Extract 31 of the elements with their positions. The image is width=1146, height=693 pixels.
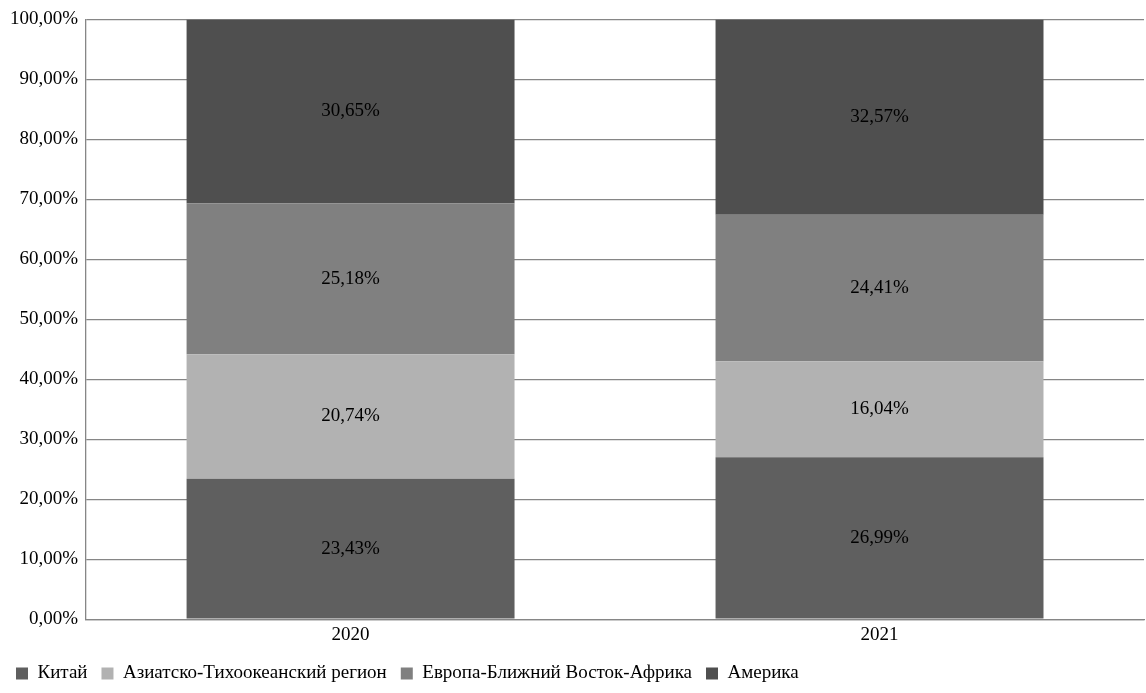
y-tick-label: 20,00% [19,487,79,509]
bar [715,457,1044,619]
y-tick-label: 70,00% [19,187,79,209]
bar [186,478,515,619]
x-tick-label: 2021 [860,622,899,644]
legend-label: Европа-Ближний Восток-Африка [422,661,693,683]
legend-label: Китай [37,661,88,683]
data-label: 30,65% [321,99,381,121]
bar [715,361,1044,458]
bar [186,354,515,479]
y-tick-label: 30,00% [19,427,79,449]
y-tick-label: 0,00% [29,607,79,629]
y-tick-label: 10,00% [19,547,79,569]
bar [715,19,1044,215]
x-tick-label: 2020 [331,622,370,644]
data-label: 23,43% [321,536,381,558]
data-label: 24,41% [850,275,909,297]
legend-label: Америка [727,661,800,683]
y-tick-label: 100,00% [10,7,79,29]
y-tick-label: 80,00% [19,127,79,149]
legend-label: Азиатско-Тихоокеанский регион [122,661,387,683]
y-tick-label: 50,00% [19,307,79,329]
bar [186,19,515,204]
data-label: 20,74% [321,404,381,426]
data-label: 32,57% [850,105,909,127]
data-label: 26,99% [850,525,909,547]
data-label: 25,18% [321,266,381,288]
y-tick-label: 40,00% [19,367,79,389]
y-tick-label: 60,00% [19,247,79,269]
data-label: 16,04% [850,397,909,419]
y-tick-label: 90,00% [19,67,79,89]
